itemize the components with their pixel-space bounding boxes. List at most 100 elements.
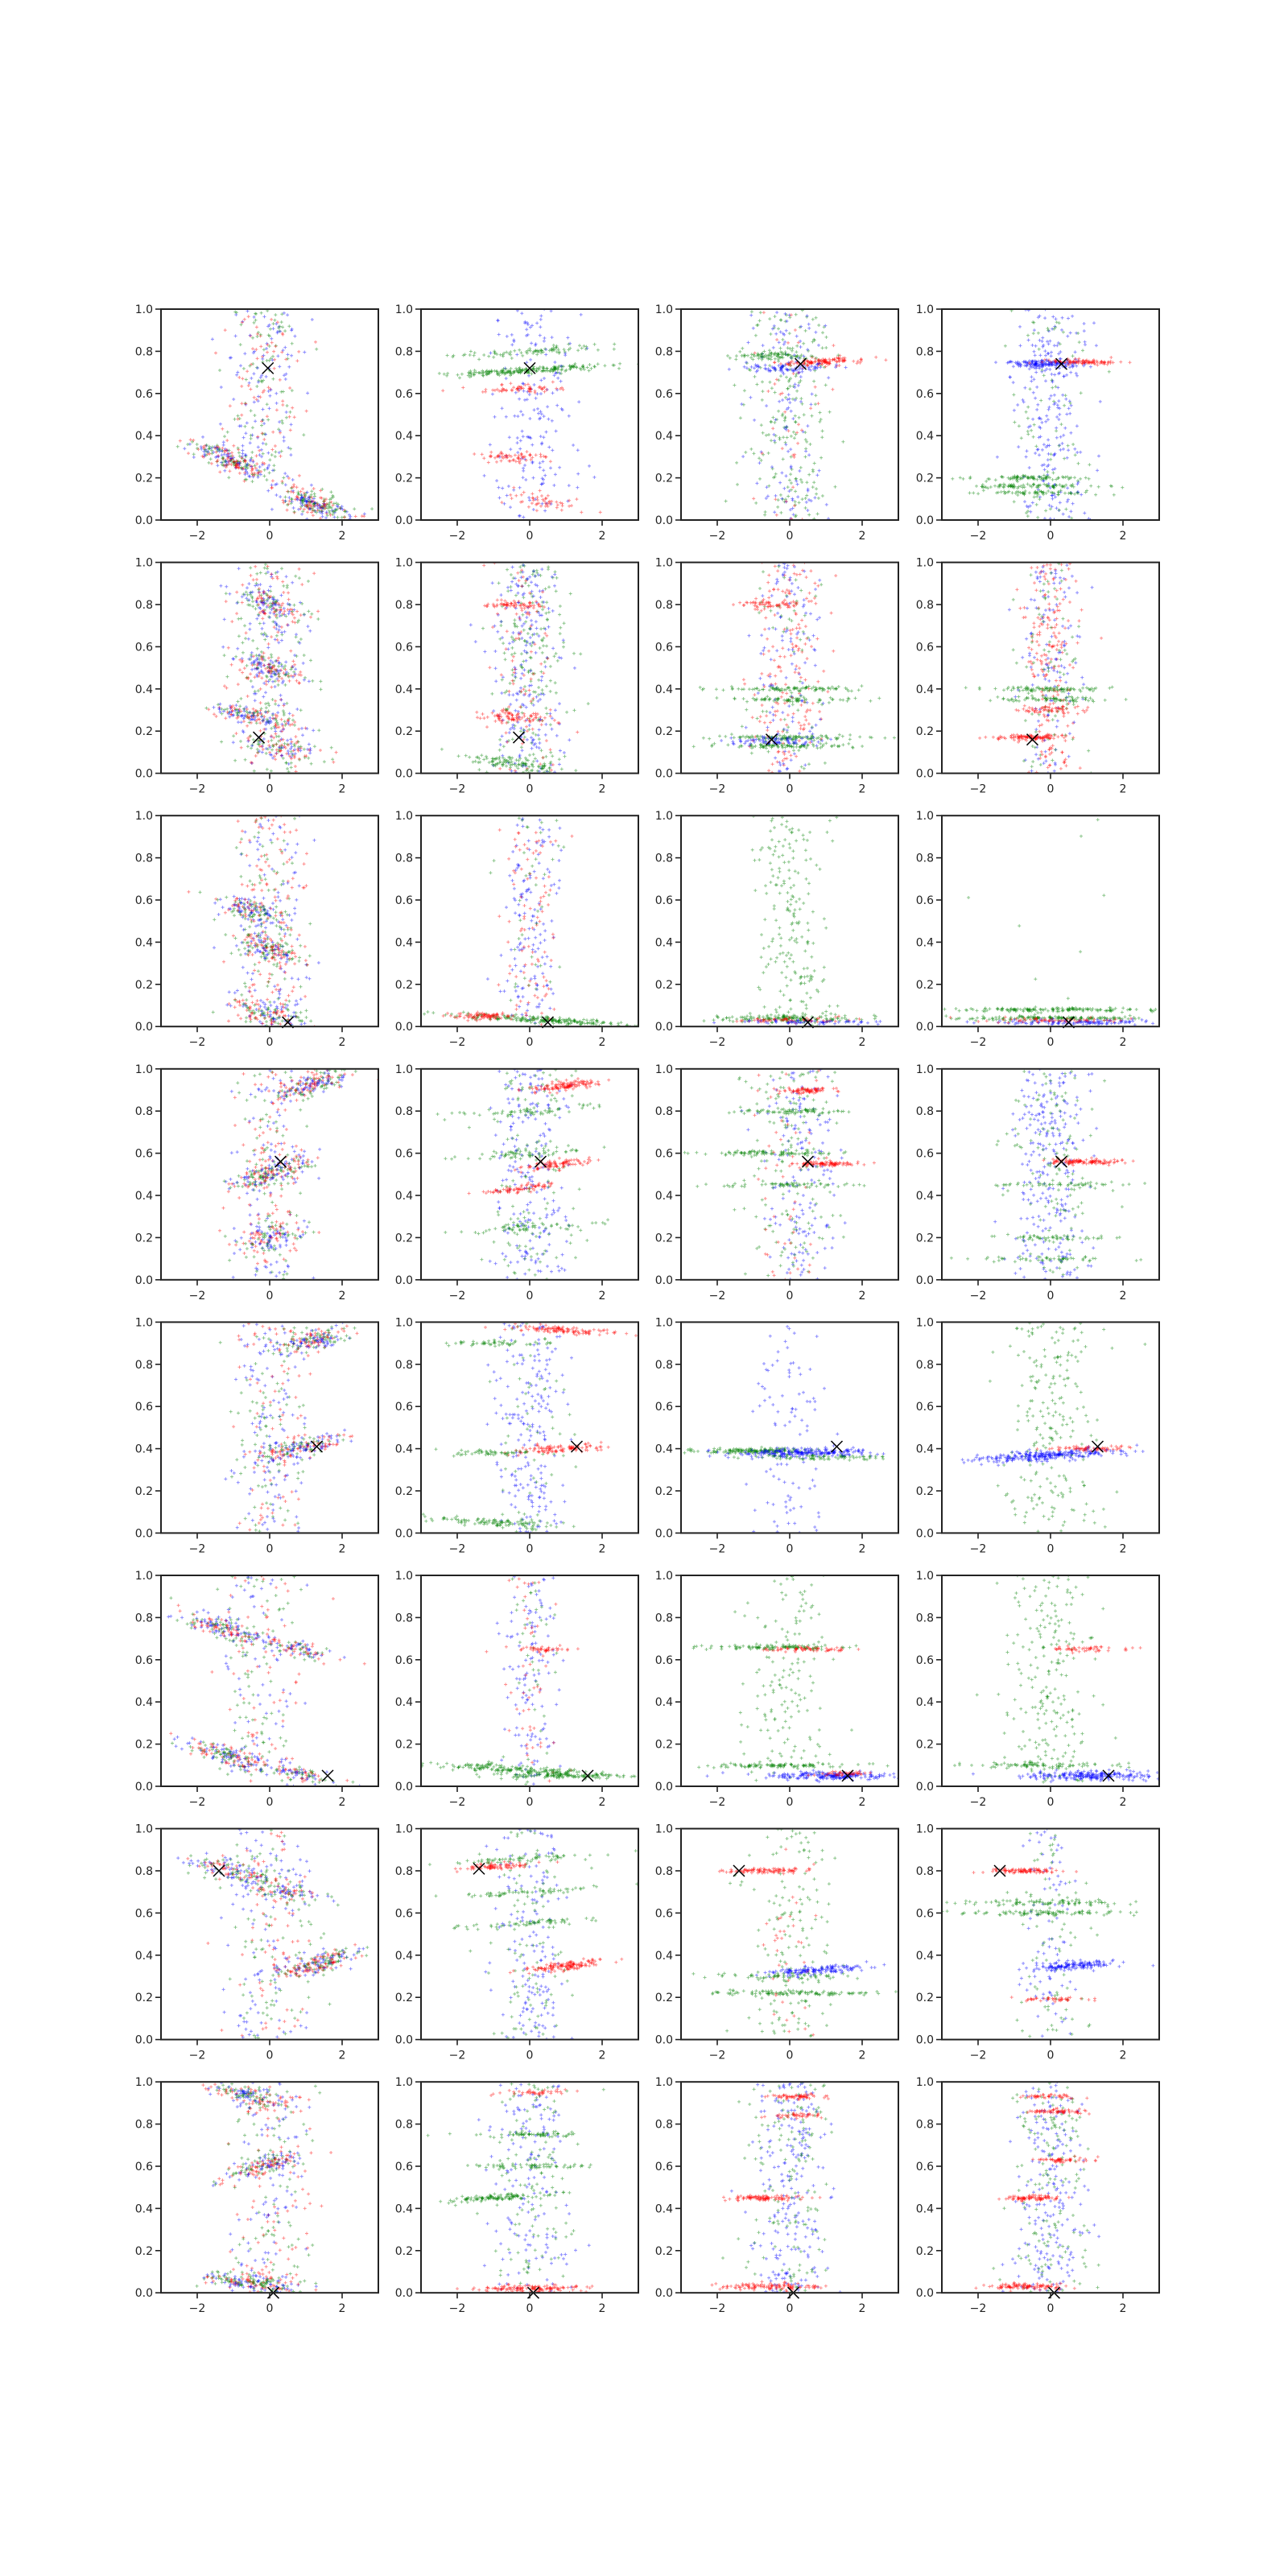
point [526, 321, 529, 324]
point [507, 453, 511, 457]
point [1037, 347, 1041, 351]
point [815, 492, 819, 496]
point [1089, 484, 1093, 488]
point [1054, 360, 1058, 364]
point [1031, 476, 1035, 480]
point [496, 319, 500, 323]
point [531, 690, 535, 694]
point [755, 382, 759, 386]
point [999, 490, 1003, 494]
point [188, 442, 192, 446]
point [792, 455, 796, 459]
point [517, 758, 521, 762]
point [251, 716, 255, 719]
point [762, 311, 766, 315]
point [789, 409, 793, 413]
point [310, 489, 314, 493]
point [792, 572, 796, 576]
point [832, 357, 836, 361]
point [539, 442, 543, 446]
point [1074, 360, 1078, 364]
point [1015, 362, 1019, 366]
point [578, 344, 581, 348]
point [786, 698, 791, 702]
point [280, 729, 284, 733]
point [262, 631, 266, 635]
point [270, 448, 275, 452]
point [283, 745, 287, 749]
point [293, 752, 297, 756]
point [758, 587, 762, 590]
point [258, 453, 262, 457]
point [1044, 361, 1047, 365]
point [316, 506, 320, 510]
point [1008, 375, 1012, 379]
point [291, 753, 295, 757]
point [303, 754, 307, 758]
point [1075, 451, 1080, 454]
point [1107, 360, 1110, 364]
point [502, 455, 506, 458]
point [1049, 490, 1053, 494]
point [522, 628, 526, 632]
point [490, 691, 494, 696]
point [225, 675, 229, 679]
y-tick-label: 0.0 [395, 768, 413, 781]
point [520, 312, 524, 316]
point [236, 601, 240, 605]
axes-frame [420, 308, 639, 521]
point [755, 716, 759, 720]
point [529, 677, 533, 681]
point [523, 639, 527, 643]
point [772, 365, 776, 369]
point [260, 419, 263, 423]
x-tick-label: 2 [599, 783, 606, 796]
point [273, 620, 277, 624]
point [750, 716, 754, 720]
point [1023, 491, 1026, 495]
point [781, 364, 785, 368]
point [1059, 357, 1063, 361]
point [262, 732, 266, 736]
point [1046, 452, 1051, 456]
point [562, 645, 565, 649]
point [756, 352, 760, 356]
point [576, 730, 580, 734]
point [1053, 467, 1057, 471]
point [499, 452, 503, 456]
point [277, 427, 281, 431]
point [302, 499, 305, 503]
point [514, 387, 518, 391]
point [291, 722, 295, 726]
point [512, 369, 516, 374]
point [799, 727, 803, 731]
y-tick-label: 0.2 [395, 725, 413, 738]
point [279, 495, 283, 499]
point [518, 757, 522, 761]
x-marker [262, 361, 275, 374]
point [497, 389, 502, 393]
point [279, 717, 283, 721]
point [785, 424, 789, 428]
point [1051, 315, 1055, 319]
point [1028, 387, 1032, 391]
point [506, 707, 510, 711]
point [799, 675, 803, 679]
point [260, 423, 263, 427]
point [292, 608, 296, 612]
point [254, 715, 258, 719]
point [229, 707, 233, 710]
point [782, 750, 785, 754]
point [306, 391, 310, 395]
point [752, 452, 756, 456]
point [243, 459, 246, 463]
point [1038, 365, 1042, 369]
point [775, 699, 779, 703]
point [517, 633, 521, 637]
point [1053, 401, 1057, 405]
point [272, 612, 276, 616]
point [785, 425, 789, 429]
point [511, 640, 515, 644]
point [769, 419, 773, 423]
point [233, 417, 237, 421]
